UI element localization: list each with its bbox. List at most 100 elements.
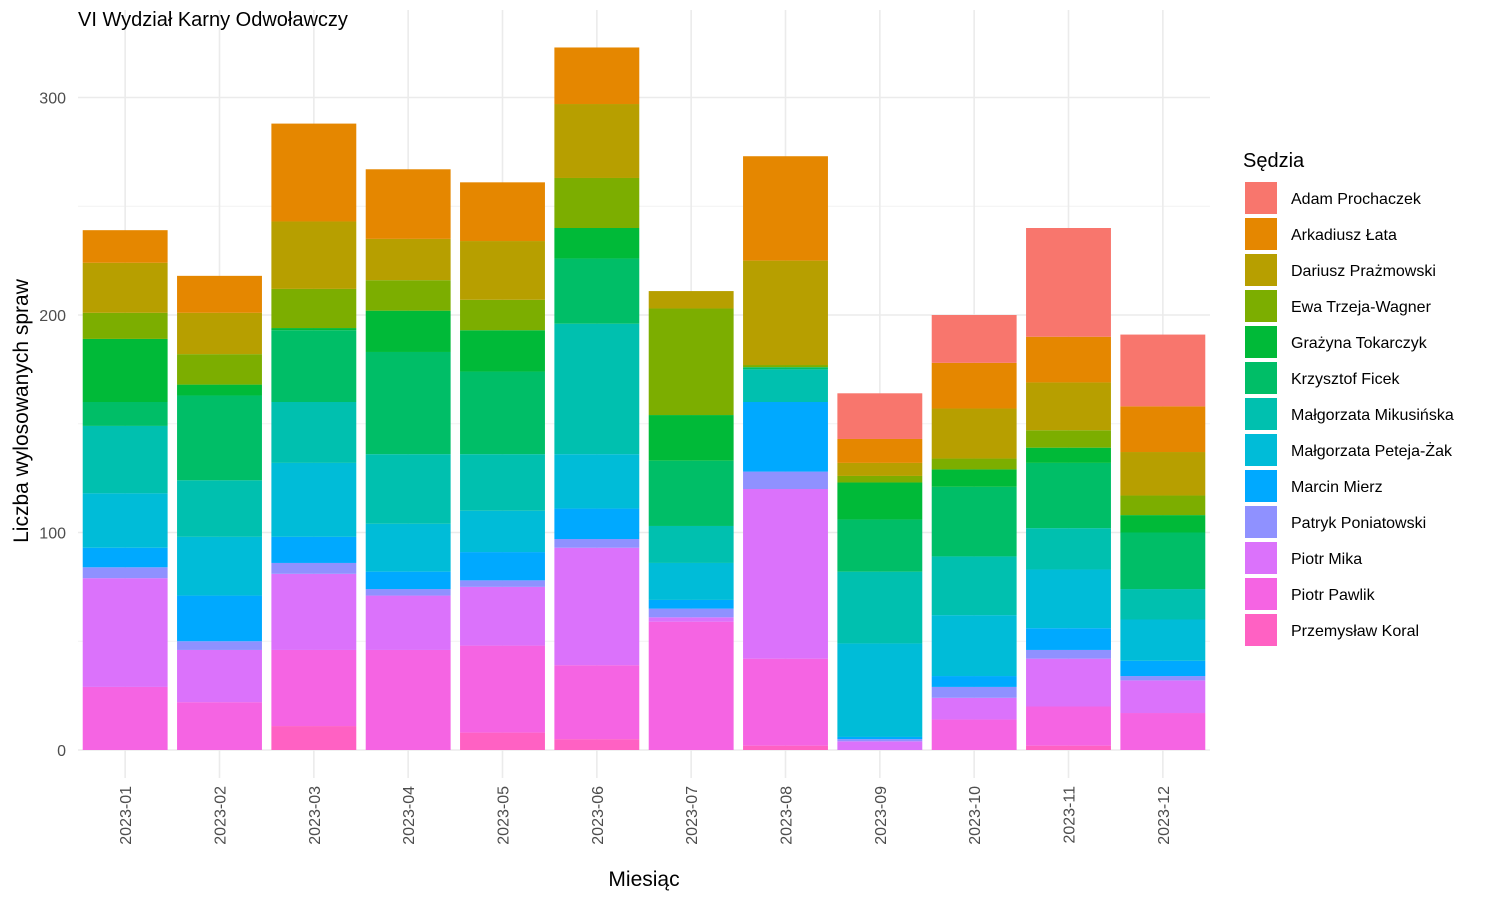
bar-segment bbox=[82, 402, 168, 426]
bar-segment bbox=[271, 726, 357, 750]
bar-segment bbox=[1026, 649, 1111, 659]
bar-segment bbox=[1026, 228, 1111, 337]
bar-segment bbox=[365, 280, 451, 311]
bar-segment bbox=[743, 658, 828, 746]
bar-segment bbox=[648, 291, 734, 309]
x-tick-label: 2023-07 bbox=[684, 786, 701, 845]
bar-segment bbox=[82, 425, 168, 494]
bar-segment bbox=[271, 328, 357, 331]
legend-key bbox=[1245, 362, 1277, 394]
x-tick-labels: 2023-01 2023-02 2023-03 2023-04 2023-05 2023-… bbox=[118, 786, 1173, 845]
bar-segment bbox=[1120, 619, 1206, 661]
bar-segment bbox=[365, 589, 451, 596]
legend-label: Piotr Mika bbox=[1291, 551, 1362, 568]
legend-label: Przemysław Koral bbox=[1291, 623, 1419, 640]
bar-segment bbox=[648, 308, 734, 416]
x-tick-label: 2023-08 bbox=[779, 786, 796, 845]
bar-segment bbox=[554, 508, 640, 540]
y-tick-label: 300 bbox=[39, 91, 66, 108]
bar-segment bbox=[177, 595, 262, 642]
bar-segment bbox=[648, 608, 734, 618]
legend-label: Marcin Mierz bbox=[1291, 479, 1383, 496]
bar-segment bbox=[1026, 430, 1111, 448]
bar-segment bbox=[648, 460, 734, 526]
bar-segment bbox=[931, 408, 1017, 459]
bar-segment bbox=[460, 454, 545, 511]
bar-segment bbox=[931, 458, 1017, 470]
bar-segment bbox=[931, 362, 1017, 409]
bar-segment bbox=[1120, 660, 1206, 677]
bar-segment bbox=[177, 480, 262, 537]
bar-segment bbox=[554, 104, 640, 178]
legend-key bbox=[1245, 578, 1277, 610]
bar-segment bbox=[365, 595, 451, 650]
legend-key bbox=[1245, 254, 1277, 286]
bar-segment bbox=[837, 475, 923, 483]
bar-segment bbox=[460, 371, 545, 455]
bar-segment bbox=[931, 686, 1017, 698]
legend-key bbox=[1245, 434, 1277, 466]
bar-segment bbox=[554, 547, 640, 666]
bar-segment bbox=[1026, 569, 1111, 629]
chart-title: VI Wydział Karny Odwoławczy bbox=[78, 9, 348, 31]
bar-segment bbox=[648, 562, 734, 600]
bar-segment bbox=[82, 578, 168, 687]
bar-segment bbox=[743, 745, 828, 750]
bar-segment bbox=[554, 258, 640, 324]
legend: Sędzia Adam Prochaczek Arkadiusz Łata Dari… bbox=[1243, 150, 1454, 646]
bar-segment bbox=[365, 454, 451, 524]
bar-segment bbox=[1026, 382, 1111, 431]
legend-items: Adam Prochaczek Arkadiusz Łata Dariusz Pra… bbox=[1245, 182, 1454, 646]
bar-segment bbox=[837, 736, 923, 740]
legend-label: Dariusz Prażmowski bbox=[1291, 263, 1436, 280]
bar-segment bbox=[743, 365, 828, 368]
legend-key bbox=[1245, 218, 1277, 250]
y-tick-label: 100 bbox=[39, 526, 66, 543]
bar-segment bbox=[460, 732, 545, 750]
bar-segment bbox=[271, 123, 357, 222]
bar-segment bbox=[837, 393, 923, 439]
bar-segment bbox=[271, 330, 357, 402]
bar-segment bbox=[177, 649, 262, 703]
bar-segment bbox=[1026, 706, 1111, 746]
bar-segment bbox=[365, 169, 451, 239]
bar-segment bbox=[837, 438, 923, 463]
bar-segment bbox=[554, 739, 640, 750]
bar-segment bbox=[271, 288, 357, 329]
bar-segment bbox=[1026, 628, 1111, 650]
legend-key bbox=[1245, 326, 1277, 358]
y-axis-title: Liczba wylosowanych spraw bbox=[10, 278, 33, 543]
bar-segment bbox=[271, 573, 357, 650]
bar-segment bbox=[460, 241, 545, 300]
bar-segment bbox=[743, 260, 828, 366]
bar-segment bbox=[1026, 658, 1111, 707]
bar-segment bbox=[271, 402, 357, 463]
bar-segment bbox=[837, 571, 923, 644]
bar-segment bbox=[460, 299, 545, 331]
bar-segment bbox=[1120, 713, 1206, 750]
x-tick-label: 2023-06 bbox=[590, 786, 607, 845]
bar-segment bbox=[82, 312, 168, 339]
bar-segment bbox=[743, 489, 828, 659]
bar-segment bbox=[743, 369, 828, 402]
bar-segment bbox=[743, 367, 828, 370]
bar-segment bbox=[271, 649, 357, 727]
bar-segment bbox=[365, 351, 451, 455]
bar-segment bbox=[648, 525, 734, 563]
x-tick-label: 2023-03 bbox=[307, 786, 324, 845]
bar-segment bbox=[460, 552, 545, 581]
bar-segment bbox=[365, 523, 451, 572]
legend-key bbox=[1245, 398, 1277, 430]
bar-segment bbox=[648, 621, 734, 750]
bar-segment bbox=[554, 454, 640, 509]
bar-segment bbox=[271, 562, 357, 574]
bar-segment bbox=[931, 486, 1017, 557]
bars bbox=[82, 47, 1206, 750]
bar-segment bbox=[931, 676, 1017, 687]
x-tick-label: 2023-11 bbox=[1062, 786, 1079, 844]
x-tick-label: 2023-02 bbox=[213, 786, 230, 845]
y-tick-label: 200 bbox=[39, 308, 66, 325]
bar-segment bbox=[931, 697, 1017, 720]
bar-segment bbox=[743, 156, 828, 261]
bar-segment bbox=[554, 177, 640, 228]
